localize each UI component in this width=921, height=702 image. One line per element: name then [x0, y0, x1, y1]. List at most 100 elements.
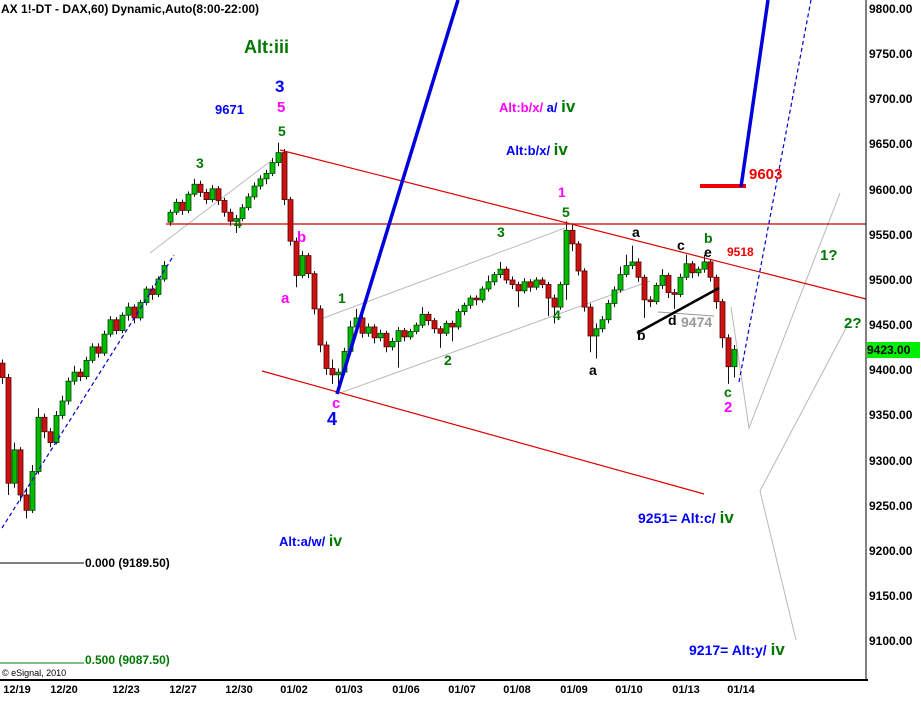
- price-tick-label: 9300.00: [869, 453, 913, 468]
- candle-up: [155, 278, 162, 295]
- candle-up: [677, 276, 684, 295]
- candle-down: [551, 297, 558, 308]
- gray-channel-early: [149, 159, 273, 254]
- candle-down: [665, 275, 672, 294]
- candle-down: [503, 268, 510, 281]
- wave-label-5-green-mid: 5: [562, 205, 570, 221]
- label-text: 2?: [844, 315, 862, 332]
- candle-down: [539, 279, 546, 285]
- label-text: c: [677, 237, 685, 253]
- gray-projection-up: [730, 192, 841, 430]
- candle-up: [257, 178, 264, 187]
- wave-label-b-green: b: [704, 231, 713, 247]
- candle-up: [593, 328, 600, 337]
- candle-up: [173, 201, 180, 213]
- candle-up: [251, 185, 258, 198]
- date-tick-label: 01/06: [392, 684, 420, 696]
- gray-9474-segment: [657, 311, 715, 317]
- price-tick-label: 9100.00: [869, 634, 913, 649]
- candle-down: [281, 152, 288, 200]
- candle-down: [689, 263, 696, 274]
- label-text: b: [637, 327, 646, 343]
- candle-up: [563, 229, 570, 285]
- label-text: Alt:a/w/: [279, 534, 329, 549]
- candle-down: [0, 362, 6, 378]
- label-text: 3: [196, 155, 204, 171]
- candle-up: [191, 183, 198, 195]
- label-text: 9217= Alt:y/: [689, 642, 771, 658]
- label-text: b: [704, 230, 713, 246]
- candle-up: [167, 211, 174, 223]
- candle-down: [293, 240, 300, 276]
- candle-up: [365, 326, 372, 334]
- label-alt-bx-iv: Alt:b/x/ iv: [506, 141, 568, 159]
- label-text: Alt:b/x/: [506, 143, 554, 158]
- candle-up: [185, 193, 192, 211]
- candle-down: [95, 346, 102, 354]
- label-text: iv: [328, 533, 343, 550]
- price-tick-label: 9550.00: [869, 227, 913, 242]
- label-9603: 9603: [749, 167, 782, 183]
- candle-up: [467, 297, 474, 306]
- candle-down: [371, 326, 378, 339]
- wave-label-4-green-left: 4: [234, 216, 242, 232]
- date-tick-label: 12/20: [50, 684, 78, 696]
- wave-label-3-green-left: 3: [196, 156, 204, 172]
- candle-down: [203, 191, 210, 200]
- date-tick-label: 01/10: [615, 684, 643, 696]
- label-text: 9671: [215, 102, 244, 117]
- date-tick-label: 01/13: [672, 684, 700, 696]
- wave-label-1-magenta: 1: [558, 185, 566, 201]
- label-text: 9251= Alt:c/: [638, 510, 720, 526]
- price-tick-label: 9250.00: [869, 498, 913, 513]
- candle-down: [587, 306, 594, 337]
- candle-down: [635, 261, 642, 278]
- candle-down: [23, 494, 30, 511]
- wave-label-d-black: d: [668, 313, 677, 329]
- wave-label-2-green-mid: 2: [444, 353, 452, 369]
- wave-label-2-magenta-end: 2: [724, 400, 732, 416]
- candle-up: [83, 359, 90, 378]
- candle-down: [707, 261, 714, 278]
- candle-up: [701, 261, 708, 270]
- red-lower-trendline: [261, 370, 705, 495]
- wave-label-5-magenta-top: 5: [277, 100, 285, 116]
- wave-label-a-magenta: a: [281, 291, 289, 307]
- label-text: b: [297, 229, 307, 246]
- wave-label-c-magenta: c: [332, 396, 340, 412]
- candle-up: [461, 304, 468, 313]
- label-text: 3: [275, 77, 285, 96]
- label-text: 4: [234, 215, 242, 231]
- wave-label-b-black: b: [637, 328, 646, 344]
- candle-up: [695, 268, 702, 274]
- date-tick-label: 01/14: [727, 684, 755, 696]
- candle-up: [71, 371, 78, 382]
- date-tick-label: 12/27: [169, 684, 197, 696]
- price-tick-label: 9650.00: [869, 137, 913, 152]
- candle-up: [485, 281, 492, 290]
- candle-up: [599, 319, 606, 330]
- candle-up: [491, 274, 498, 283]
- label-text: 9518: [727, 245, 754, 259]
- label-9518: 9518: [727, 244, 754, 260]
- label-text: 4: [553, 307, 561, 323]
- wave-label-1-green-mid: 1: [338, 291, 346, 307]
- blue-dashed-trendline-left: [1, 254, 175, 529]
- candle-up: [497, 268, 504, 275]
- label-9217-alt-y-iv: 9217= Alt:y/ iv: [689, 641, 785, 659]
- candle-up: [557, 284, 564, 308]
- label-text: a: [281, 290, 290, 307]
- candle-down: [431, 320, 438, 330]
- wave-label-c-black: c: [677, 238, 685, 254]
- label-text: 5: [278, 123, 286, 139]
- gray-channel-mid-lower: [339, 280, 651, 394]
- candle-up: [659, 275, 666, 286]
- label-text: c: [724, 384, 732, 400]
- candle-up: [29, 471, 36, 511]
- candle-down: [515, 284, 522, 292]
- candle-up: [101, 333, 108, 354]
- wave-label-a-black-low: a: [589, 363, 597, 379]
- candle-up: [617, 274, 624, 291]
- candle-up: [65, 380, 72, 402]
